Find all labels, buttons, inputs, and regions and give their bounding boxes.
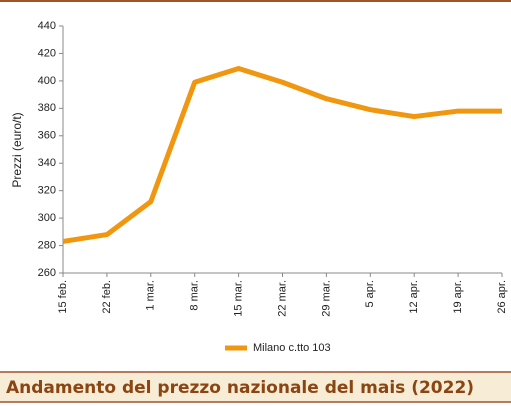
y-tick-label: 260	[38, 267, 56, 279]
line	[62, 66, 502, 244]
x-tick-label: 29 mar.	[320, 280, 332, 317]
x-tick-label: 5 apr.	[364, 280, 376, 308]
y-tick-label: 440	[38, 20, 56, 32]
y-tick-label: 420	[38, 47, 56, 59]
x-tick-label: 26 apr.	[496, 280, 508, 314]
y-tick-label: 280	[38, 239, 56, 251]
y-axis-label: Prezzi (euro/t)	[10, 112, 24, 187]
x-tick-label: 8 mar.	[189, 280, 201, 311]
y-tick-label: 320	[38, 185, 56, 197]
x-tick-label: 1 mar.	[145, 280, 157, 311]
y-tick-label: 400	[38, 75, 56, 87]
legend-label: Milano c.tto 103	[253, 342, 331, 354]
y-tick-label: 360	[38, 130, 56, 142]
title-banner	[0, 372, 511, 402]
y-tick-label: 300	[38, 212, 56, 224]
x-tick-label: 12 apr.	[408, 280, 420, 314]
x-tick-label: 22 mar.	[276, 280, 288, 317]
x-tick-label: 22 feb.	[101, 280, 113, 314]
x-tick-label: 15 mar.	[233, 280, 245, 317]
y-tick-label: 340	[38, 157, 56, 169]
x-tick-label: 19 apr.	[452, 280, 464, 314]
y-tick-label: 380	[38, 102, 56, 114]
x-tick-label: 15 feb.	[57, 280, 69, 314]
chart-title: Andamento del prezzo nazionale del mais …	[6, 378, 474, 398]
